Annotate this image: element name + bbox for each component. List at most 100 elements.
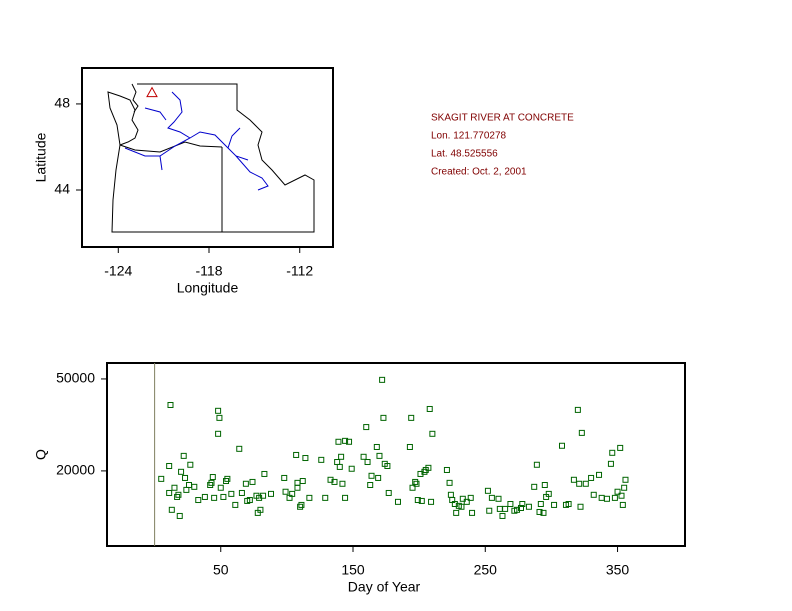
point [367, 482, 374, 488]
point [336, 463, 343, 470]
y-tick-label: 44 [54, 181, 70, 197]
point [598, 494, 605, 501]
point [447, 491, 454, 498]
point [590, 491, 597, 498]
point [246, 497, 253, 504]
x-tick-label: 50 [213, 562, 229, 578]
point [298, 501, 305, 508]
rivers [124, 91, 269, 191]
point [536, 508, 543, 515]
y-axis-label: Q [33, 449, 49, 460]
point [488, 494, 495, 501]
point [496, 505, 503, 512]
point [443, 466, 450, 473]
point [297, 503, 304, 510]
point [294, 484, 301, 491]
point [215, 407, 222, 414]
point [418, 497, 425, 504]
map-outline [107, 83, 315, 233]
point [463, 498, 470, 505]
point [525, 503, 532, 510]
point [467, 494, 474, 501]
point [209, 474, 216, 481]
point [576, 480, 583, 487]
point [186, 482, 193, 488]
point [495, 495, 502, 502]
point [306, 494, 313, 501]
point [216, 414, 223, 421]
point [577, 503, 584, 510]
x-tick-label: 250 [474, 562, 498, 578]
point [406, 443, 413, 450]
point [282, 488, 289, 495]
point [545, 490, 552, 497]
point [168, 506, 175, 513]
x-tick-label: -112 [286, 263, 313, 279]
point [346, 438, 353, 445]
point [469, 509, 476, 516]
y-tick-label: 48 [54, 95, 70, 111]
point [425, 464, 432, 471]
point [537, 501, 544, 508]
point [622, 476, 629, 483]
y-tick-label: 50000 [56, 370, 95, 386]
point [166, 489, 173, 496]
point [368, 472, 375, 479]
point [384, 462, 391, 469]
point [507, 501, 514, 508]
point [517, 504, 524, 511]
point [364, 459, 371, 466]
point [360, 453, 367, 460]
point [499, 512, 506, 519]
point [428, 498, 435, 505]
point [302, 455, 309, 462]
point [429, 430, 436, 437]
map-frame [81, 67, 334, 248]
point [249, 478, 256, 485]
x-tick-label: -124 [104, 263, 132, 279]
point [426, 405, 433, 412]
point [289, 490, 296, 497]
station-info: Lat. 48.525556 [431, 149, 498, 160]
point [176, 512, 183, 519]
point [342, 437, 349, 444]
point [540, 509, 547, 516]
station-info: Created: Oct. 2, 2001 [431, 167, 527, 178]
point [166, 462, 173, 469]
point [318, 456, 325, 463]
point [215, 430, 222, 437]
point [621, 484, 628, 491]
point [175, 491, 182, 498]
point [570, 476, 577, 483]
point [183, 486, 190, 493]
point [502, 505, 509, 512]
point [541, 482, 548, 488]
point [551, 501, 558, 508]
point [195, 497, 202, 504]
point [224, 475, 231, 482]
point [211, 494, 218, 501]
point [294, 479, 301, 486]
plot-frame [106, 362, 686, 547]
point [458, 503, 465, 510]
point [607, 460, 614, 467]
point [348, 465, 355, 472]
y-axis-label: Latitude [33, 132, 49, 182]
point [385, 489, 392, 496]
point [158, 475, 165, 482]
point [178, 468, 185, 475]
point [614, 488, 621, 495]
point [588, 474, 595, 481]
y-tick-label: 20000 [56, 462, 95, 478]
point [171, 484, 178, 491]
point [609, 449, 616, 456]
x-tick-label: -118 [196, 263, 223, 279]
point [451, 501, 458, 508]
station-info: Lon. 121.770278 [431, 131, 507, 142]
point [619, 501, 626, 508]
point [379, 376, 386, 383]
point [187, 461, 194, 468]
point [596, 471, 603, 478]
point [238, 489, 245, 496]
point [180, 452, 187, 459]
